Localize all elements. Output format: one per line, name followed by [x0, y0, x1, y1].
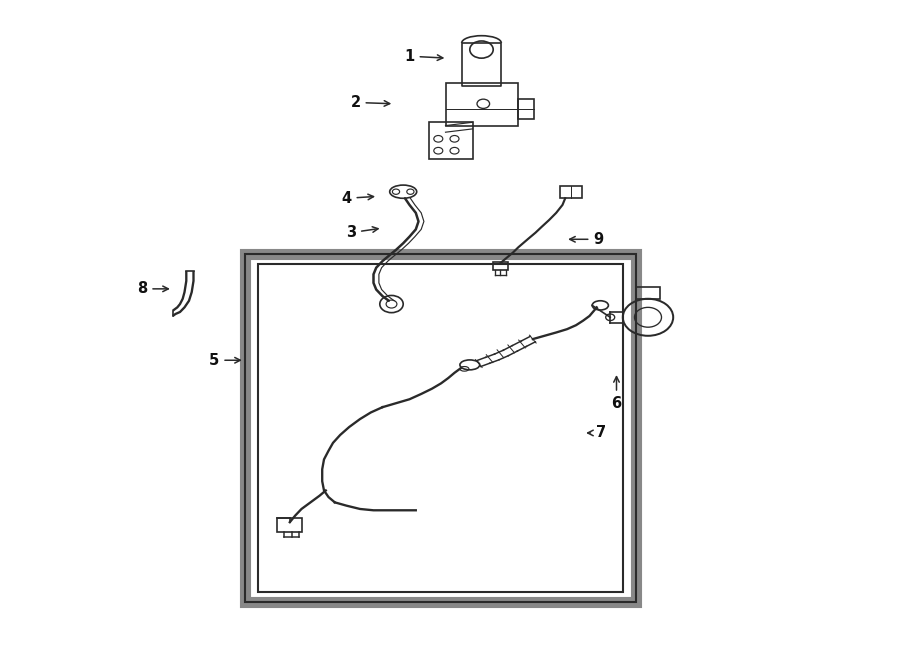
- Text: 6: 6: [611, 377, 622, 410]
- Bar: [245, 254, 636, 602]
- Bar: [245, 254, 636, 602]
- Bar: [446, 83, 518, 126]
- Text: 7: 7: [588, 426, 607, 440]
- Bar: [493, 262, 508, 270]
- Bar: [560, 186, 582, 198]
- Bar: [636, 287, 660, 299]
- Text: 5: 5: [209, 353, 240, 368]
- Bar: [462, 43, 501, 86]
- Text: 4: 4: [341, 191, 374, 206]
- Bar: [518, 99, 534, 119]
- Bar: [429, 122, 472, 159]
- Bar: [277, 518, 302, 532]
- Text: 9: 9: [570, 232, 604, 247]
- Text: 1: 1: [404, 49, 443, 63]
- Text: 3: 3: [346, 225, 378, 240]
- Text: 2: 2: [350, 95, 390, 110]
- Bar: [258, 264, 623, 592]
- Ellipse shape: [460, 360, 480, 370]
- Text: 8: 8: [137, 282, 168, 296]
